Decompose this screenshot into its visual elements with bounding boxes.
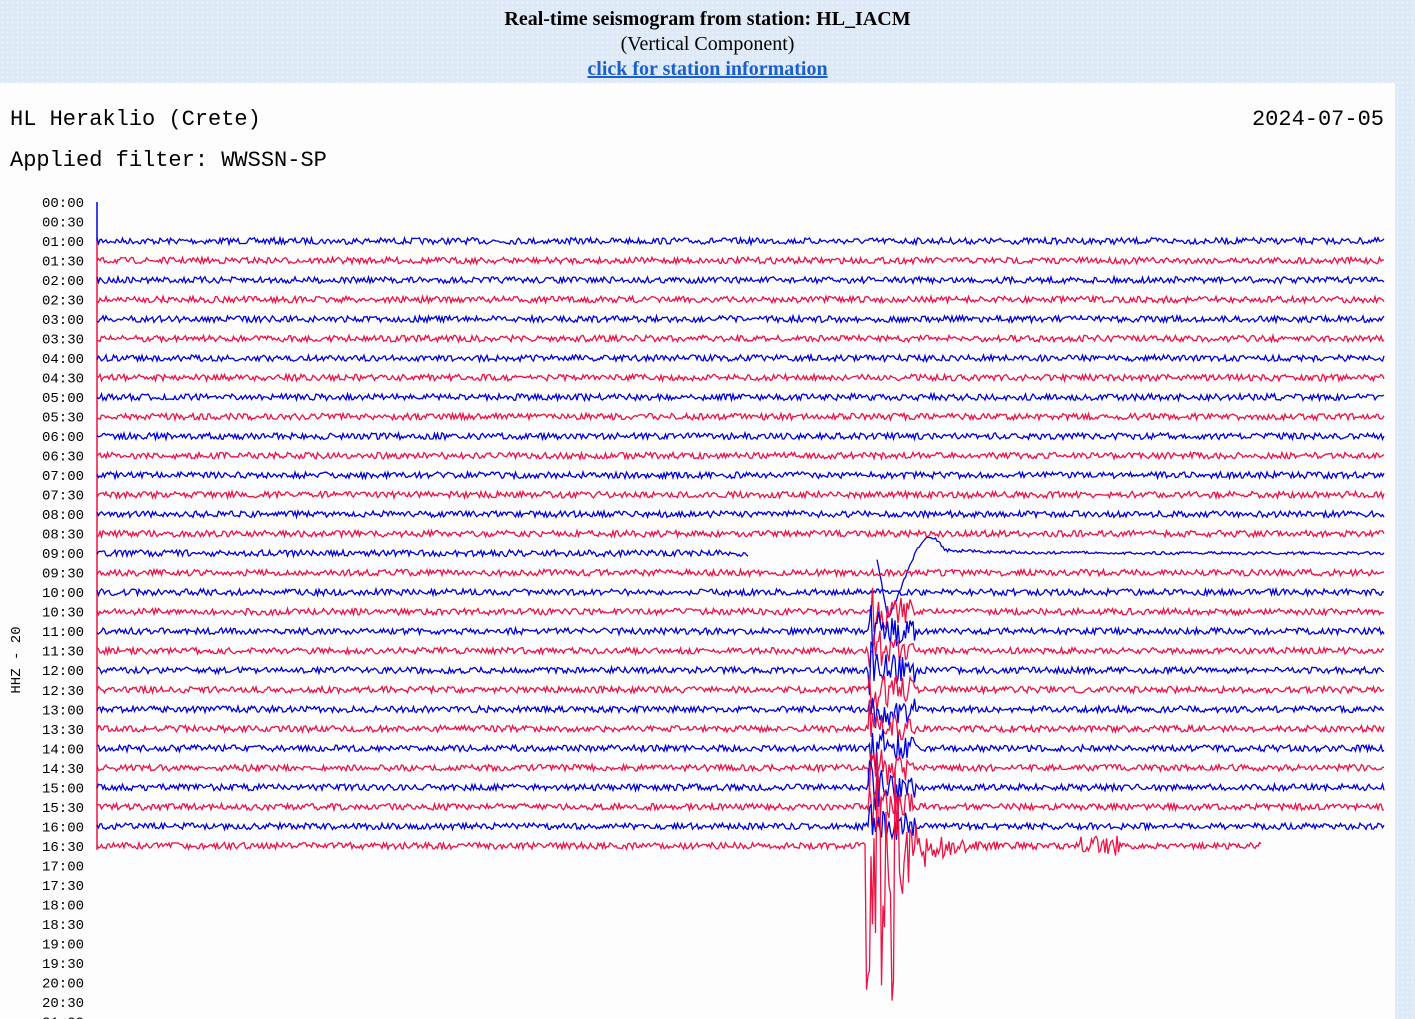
time-label: 15:00 [42, 781, 84, 797]
time-label: 04:00 [42, 352, 84, 368]
trace [96, 430, 1385, 442]
time-label: 16:00 [42, 820, 84, 836]
trace [96, 450, 1385, 461]
trace [96, 352, 1385, 364]
trace [96, 489, 1385, 501]
time-label: 14:30 [42, 762, 84, 778]
trace [96, 749, 1385, 792]
station-name: HL Heraklio (Crete) [10, 107, 261, 132]
trace [96, 640, 1385, 696]
trace [96, 235, 1385, 247]
time-label: 08:30 [42, 528, 84, 544]
channel-label: HHZ - 20 [9, 626, 25, 693]
time-label: 06:30 [42, 450, 84, 466]
time-label: 12:00 [42, 664, 84, 680]
time-label: 17:00 [42, 859, 84, 875]
trace [96, 508, 1385, 520]
trace [96, 674, 1385, 712]
time-label: 03:30 [42, 333, 84, 349]
time-label: 00:30 [42, 216, 84, 232]
time-label: 07:30 [42, 489, 84, 505]
trace [96, 758, 1385, 811]
time-label: 18:00 [42, 898, 84, 914]
time-label: 06:00 [42, 430, 84, 446]
trace [96, 536, 1385, 618]
time-label: 09:00 [42, 547, 84, 563]
time-label: 08:00 [42, 508, 84, 524]
subtitle: (Vertical Component) [620, 33, 795, 55]
time-label: 01:30 [42, 255, 84, 271]
trace [96, 697, 1385, 729]
time-label: 03:00 [42, 313, 84, 329]
time-label: 07:00 [42, 469, 84, 485]
date: 2024-07-05 [1252, 107, 1384, 132]
trace [96, 391, 1385, 403]
trace [96, 274, 1385, 286]
time-label: 00:00 [42, 196, 84, 212]
time-label: 18:30 [42, 918, 84, 934]
time-label: 05:00 [42, 391, 84, 407]
trace [96, 699, 1385, 741]
title: Real-time seismogram from station: HL_IA… [504, 8, 911, 30]
trace [96, 254, 1385, 266]
trace [96, 528, 1385, 540]
trace [96, 803, 1385, 842]
trace [96, 333, 1385, 345]
time-label: 09:30 [42, 567, 84, 583]
header: Real-time seismogram from station: HL_IA… [0, 0, 1415, 83]
time-label: 02:30 [42, 294, 84, 310]
trace [96, 313, 1385, 325]
trace [96, 587, 1385, 633]
time-label: 19:00 [42, 937, 84, 953]
time-label: 15:30 [42, 801, 84, 817]
station-link[interactable]: click for station information [587, 58, 828, 80]
trace [96, 411, 1385, 423]
time-label: 01:00 [42, 235, 84, 251]
time-label: 13:30 [42, 723, 84, 739]
trace [96, 586, 1385, 598]
time-label: 10:30 [42, 606, 84, 622]
trace [96, 567, 1384, 579]
time-label: 12:30 [42, 684, 84, 700]
seismogram: HL Heraklio (Crete) 2024-07-05 Applied f… [0, 83, 1395, 1019]
time-label: 11:00 [42, 625, 84, 641]
trace [96, 751, 1262, 1001]
time-label: 14:00 [42, 742, 84, 758]
time-label: 11:30 [42, 645, 84, 661]
time-label: 02:00 [42, 274, 84, 290]
time-label: 21:00 [42, 1015, 84, 1019]
trace [96, 729, 1385, 771]
trace [96, 784, 1384, 834]
panel [0, 83, 1395, 1019]
trace [96, 604, 1385, 649]
time-label: 20:00 [42, 976, 84, 992]
time-label: 17:30 [42, 879, 84, 895]
trace [96, 372, 1385, 384]
time-label: 13:00 [42, 703, 84, 719]
trace [96, 630, 1385, 668]
trace [96, 293, 1385, 306]
time-label: 20:30 [42, 996, 84, 1012]
filter: Applied filter: WWSSN-SP [10, 148, 327, 173]
time-label: 04:30 [42, 372, 84, 388]
time-label: 05:30 [42, 411, 84, 427]
time-label: 16:30 [42, 840, 84, 856]
trace [96, 469, 1385, 481]
time-label: 10:00 [42, 586, 84, 602]
time-label: 19:30 [42, 957, 84, 973]
